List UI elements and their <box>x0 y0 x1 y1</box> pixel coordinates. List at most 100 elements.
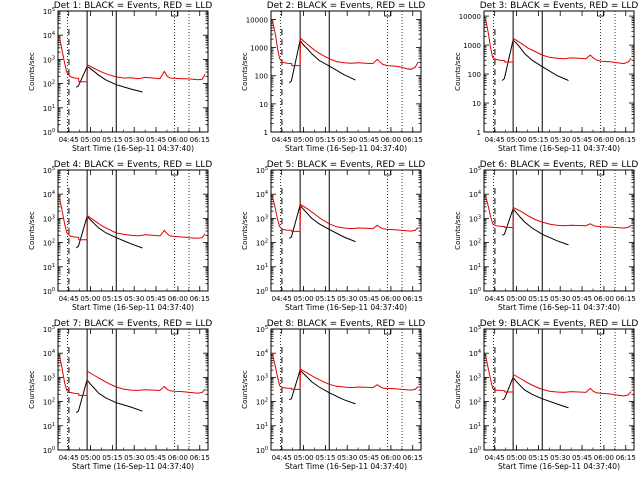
y-tick-label: 103 <box>256 373 268 382</box>
y-tick-label: 105 <box>43 325 55 334</box>
y-tick-label: 104 <box>43 31 55 40</box>
time-flag-marker <box>384 169 391 176</box>
x-tick-label: 05:45 <box>146 454 166 462</box>
detector-panel: Det 6: BLACK = Events, RED = LLD 100 101 10… <box>454 160 638 312</box>
x-tick-label: 06:00 <box>168 454 188 462</box>
time-flag-marker <box>384 10 391 17</box>
x-tick-label: 05:45 <box>572 454 592 462</box>
x-tick-label: 05:15 <box>315 454 335 462</box>
detector-panel: Det 2: BLACK = Events, RED = LLD 1 10 100 10… <box>241 1 425 153</box>
x-tick-label: 05:00 <box>506 136 526 144</box>
x-tick-label: 05:00 <box>293 454 313 462</box>
y-axis-label: Counts/sec <box>28 52 36 91</box>
x-tick-label: 04:45 <box>59 454 79 462</box>
lld-series-line <box>485 195 632 229</box>
y-tick-label: 101 <box>43 263 55 272</box>
y-tick-label: 105 <box>43 166 55 175</box>
y-tick-label: 100 <box>255 73 268 81</box>
plot-frame <box>270 10 422 133</box>
y-tick-label: 1 <box>264 129 268 137</box>
x-tick-label: 05:15 <box>315 295 335 303</box>
y-tick-label: 100 <box>256 287 268 296</box>
y-tick-label: 100 <box>469 287 481 296</box>
x-tick-label: 05:30 <box>550 136 570 144</box>
y-tick-label: 105 <box>256 166 268 175</box>
x-tick-label: 05:30 <box>550 295 570 303</box>
x-tick-label: 05:00 <box>80 454 100 462</box>
y-tick-label: 10000 <box>459 13 481 21</box>
x-tick-label: 05:00 <box>293 136 313 144</box>
time-flag-marker <box>384 328 391 335</box>
y-axis-label: Counts/sec <box>241 52 249 91</box>
y-tick-label: 100 <box>468 71 481 79</box>
x-tick-label: 04:45 <box>272 295 292 303</box>
x-tick-label: 05:45 <box>359 295 379 303</box>
time-flag-marker <box>171 10 178 17</box>
y-tick-label: 102 <box>469 239 481 248</box>
x-axis-label: Start Time (16-Sep-11 04:37:40) <box>72 303 194 312</box>
panel-title: Det 4: BLACK = Events, RED = LLD <box>54 160 213 170</box>
y-tick-label: 102 <box>43 398 55 407</box>
x-tick-label: 05:30 <box>550 454 570 462</box>
plot-frame <box>270 169 422 292</box>
lld-series-line <box>59 355 206 396</box>
panel-title: Det 1: BLACK = Events, RED = LLD <box>54 1 213 11</box>
x-axis-label: Start Time (16-Sep-11 04:37:40) <box>498 144 620 153</box>
x-tick-label: 04:45 <box>272 136 292 144</box>
y-tick-label: 100 <box>256 446 268 455</box>
x-tick-label: 06:00 <box>381 136 401 144</box>
y-tick-label: 103 <box>469 214 481 223</box>
y-tick-label: 101 <box>256 263 268 272</box>
x-tick-label: 04:45 <box>272 454 292 462</box>
x-tick-label: 05:00 <box>506 295 526 303</box>
y-tick-label: 101 <box>43 104 55 113</box>
x-tick-label: 06:15 <box>403 295 423 303</box>
x-tick-label: 05:15 <box>528 295 548 303</box>
detector-panel: Det 1: BLACK = Events, RED = LLD 100 101 10… <box>28 1 212 153</box>
x-tick-label: 04:45 <box>59 295 79 303</box>
x-tick-label: 05:45 <box>359 454 379 462</box>
x-tick-label: 06:00 <box>168 295 188 303</box>
x-tick-label: 04:45 <box>485 136 505 144</box>
detector-panel: Det 3: BLACK = Events, RED = LLD 1 10 100 10… <box>454 1 638 153</box>
y-axis-label: Counts/sec <box>28 370 36 409</box>
detector-panel: Det 7: BLACK = Events, RED = LLD 100 101 10… <box>28 319 212 471</box>
y-tick-label: 101 <box>256 422 268 431</box>
events-series-line <box>289 369 356 405</box>
events-series-line <box>75 66 143 93</box>
plot-frame <box>483 10 635 133</box>
x-tick-label: 05:00 <box>80 136 100 144</box>
x-tick-label: 06:15 <box>616 295 636 303</box>
events-series-line <box>501 39 569 81</box>
y-tick-label: 1000 <box>250 45 268 53</box>
x-tick-label: 04:45 <box>485 295 505 303</box>
y-tick-label: 101 <box>469 263 481 272</box>
y-tick-label: 1000 <box>463 42 481 50</box>
y-tick-label: 102 <box>43 80 55 89</box>
events-series-line <box>288 204 356 243</box>
lld-series-line <box>272 196 419 232</box>
y-tick-label: 105 <box>469 325 481 334</box>
x-tick-label: 05:30 <box>337 295 357 303</box>
x-tick-label: 05:00 <box>293 295 313 303</box>
x-tick-label: 05:15 <box>102 136 122 144</box>
lld-series-line <box>59 197 206 241</box>
plot-frame <box>57 10 209 133</box>
x-tick-label: 05:45 <box>359 136 379 144</box>
y-tick-label: 1 <box>477 129 481 137</box>
x-tick-label: 06:00 <box>594 454 614 462</box>
x-tick-label: 05:15 <box>102 454 122 462</box>
time-flag-marker <box>171 169 178 176</box>
x-tick-label: 04:45 <box>485 454 505 462</box>
x-tick-label: 05:00 <box>506 454 526 462</box>
y-tick-label: 102 <box>43 239 55 248</box>
y-tick-label: 104 <box>256 190 268 199</box>
x-tick-label: 05:45 <box>572 295 592 303</box>
x-axis-label: Start Time (16-Sep-11 04:37:40) <box>72 144 194 153</box>
x-tick-label: 05:00 <box>80 295 100 303</box>
y-tick-label: 102 <box>256 398 268 407</box>
x-tick-label: 05:15 <box>528 136 548 144</box>
time-flag-marker <box>597 328 604 335</box>
events-series-line <box>501 207 569 246</box>
